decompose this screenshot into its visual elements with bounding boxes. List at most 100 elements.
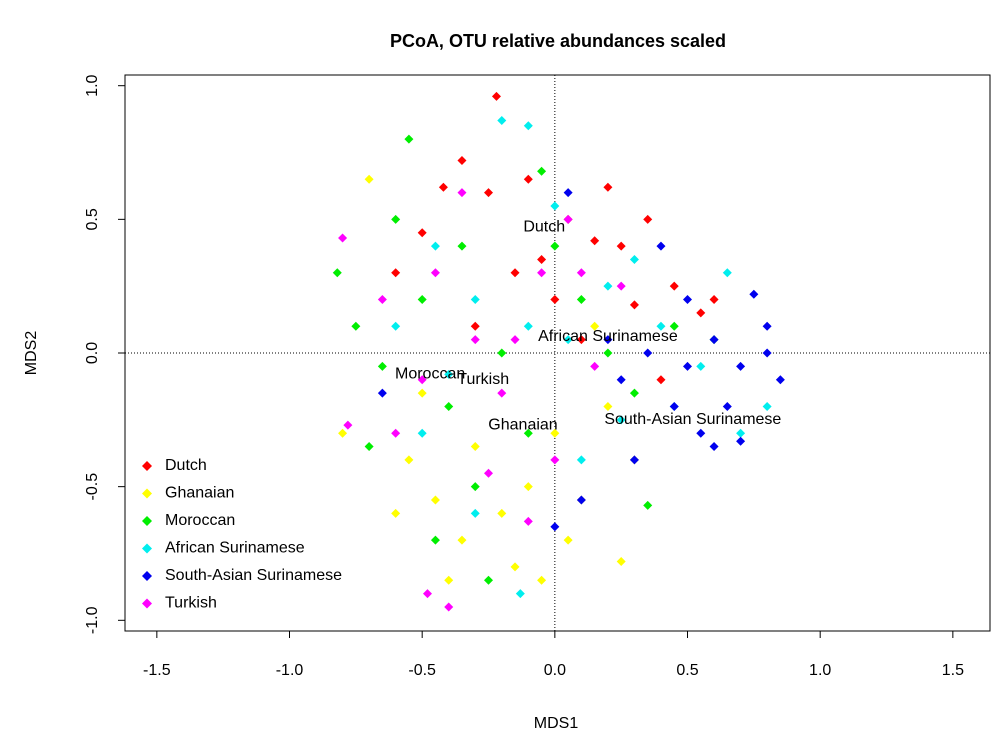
point [563, 214, 573, 224]
point [438, 182, 448, 192]
point [417, 388, 427, 398]
point [722, 268, 732, 278]
point [417, 228, 427, 238]
point [762, 348, 772, 358]
centroid-label: Turkish [457, 371, 509, 388]
point [616, 241, 626, 251]
point [444, 401, 454, 411]
x-tick-label: -0.5 [408, 662, 436, 679]
point [523, 482, 533, 492]
point [616, 415, 626, 425]
point [377, 388, 387, 398]
point [629, 254, 639, 264]
y-tick-label: -0.5 [84, 473, 101, 501]
point [470, 482, 480, 492]
point [351, 321, 361, 331]
point [457, 156, 467, 166]
point [377, 361, 387, 371]
point [629, 388, 639, 398]
point [430, 535, 440, 545]
point [749, 289, 759, 299]
point [576, 495, 586, 505]
point [523, 321, 533, 331]
point [391, 214, 401, 224]
point [550, 201, 560, 211]
point [523, 174, 533, 184]
legend-marker [142, 461, 152, 471]
point [470, 321, 480, 331]
x-tick-label: 0.5 [676, 662, 698, 679]
point [391, 428, 401, 438]
point [497, 388, 507, 398]
point [377, 295, 387, 305]
centroid-label: African Surinamese [538, 328, 678, 345]
point [643, 214, 653, 224]
point [656, 321, 666, 331]
point [391, 268, 401, 278]
point [430, 495, 440, 505]
point [709, 335, 719, 345]
point [537, 575, 547, 585]
point [775, 375, 785, 385]
point [497, 508, 507, 518]
point [603, 401, 613, 411]
point [550, 295, 560, 305]
centroid-label: South-Asian Surinamese [604, 411, 781, 428]
point [391, 508, 401, 518]
point [510, 562, 520, 572]
point [430, 268, 440, 278]
point [590, 321, 600, 331]
legend-marker [142, 543, 152, 554]
point [430, 241, 440, 251]
point [338, 428, 348, 438]
point [643, 500, 653, 510]
legend-marker [142, 516, 152, 526]
point [563, 188, 573, 198]
point [576, 335, 586, 345]
y-axis-label: MDS2 [23, 331, 40, 376]
x-tick-label: 1.0 [809, 662, 831, 679]
point [332, 268, 342, 278]
legend-label: Turkish [165, 595, 217, 612]
point [669, 321, 679, 331]
point [457, 188, 467, 198]
point [683, 361, 693, 371]
point [762, 401, 772, 411]
point [470, 442, 480, 452]
point [696, 361, 706, 371]
legend-marker [142, 598, 152, 609]
legend-marker [142, 488, 152, 499]
point [643, 348, 653, 358]
point [417, 295, 427, 305]
centroid-label: Moroccan [395, 366, 465, 383]
point [550, 241, 560, 251]
point [404, 134, 414, 144]
point [696, 308, 706, 318]
point [616, 375, 626, 385]
point [470, 508, 480, 518]
y-tick-label: 1.0 [84, 74, 101, 96]
point [590, 236, 600, 246]
point [391, 321, 401, 331]
point [484, 188, 494, 198]
point [444, 602, 454, 612]
point [484, 468, 494, 478]
point [364, 442, 374, 452]
x-tick-label: 1.5 [942, 662, 964, 679]
point [709, 442, 719, 452]
point [515, 589, 525, 599]
point [343, 420, 353, 430]
point [550, 428, 560, 438]
point [576, 295, 586, 305]
point [656, 375, 666, 385]
point [457, 241, 467, 251]
point [550, 522, 560, 532]
point [537, 254, 547, 264]
point [497, 115, 507, 125]
point [629, 455, 639, 465]
x-tick-label: -1.5 [143, 662, 171, 679]
x-axis-label: MDS1 [534, 715, 579, 732]
point [537, 268, 547, 278]
point [683, 295, 693, 305]
